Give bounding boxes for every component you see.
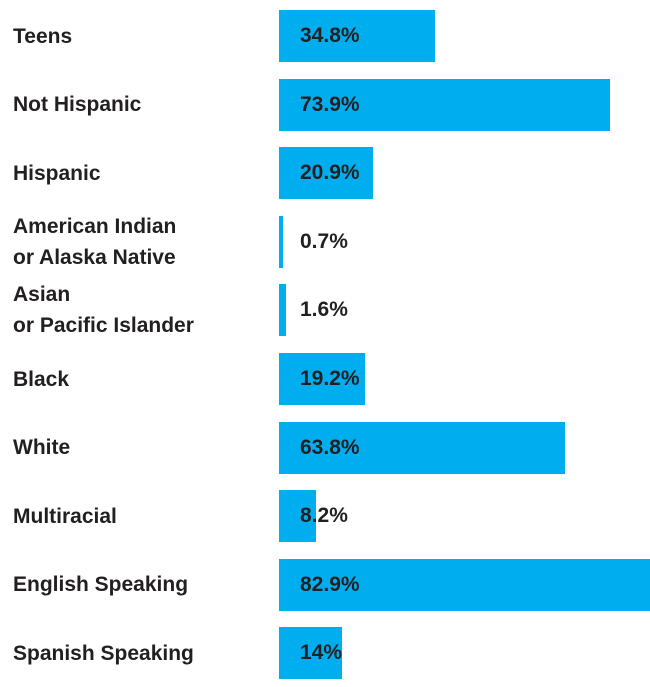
category-label: American Indian or Alaska Native (13, 214, 177, 269)
value-label: 0.7% (300, 229, 348, 253)
category-label: Not Hispanic (13, 93, 142, 117)
value-label: 19.2% (300, 367, 360, 390)
bar (279, 284, 287, 337)
category-label: English Speaking (13, 573, 189, 597)
bar (279, 627, 342, 680)
value-label: 8.2% (300, 504, 348, 528)
bar (279, 558, 650, 611)
bar (279, 353, 365, 405)
category-label: Multiracial (13, 504, 117, 528)
bar (279, 490, 316, 543)
bar (279, 421, 565, 474)
value-label: 20.9% (300, 161, 360, 185)
value-label: 34.8% (300, 24, 360, 47)
bar (279, 147, 373, 200)
category-label: Spanish Speaking (13, 641, 194, 665)
bar (279, 10, 435, 62)
bar (279, 215, 283, 268)
category-label: Hispanic (13, 161, 101, 185)
value-label: 1.6% (300, 298, 348, 322)
bar (279, 78, 610, 131)
value-label: 63.8% (300, 435, 360, 459)
value-label: 82.9% (300, 572, 360, 596)
value-label: 14% (300, 641, 343, 665)
value-label: 73.9% (300, 92, 360, 116)
category-label: White (13, 436, 71, 460)
category-label: Black (13, 367, 70, 391)
category-label: Teens (13, 24, 73, 48)
category-label: Asian or Pacific Islander (13, 283, 194, 338)
